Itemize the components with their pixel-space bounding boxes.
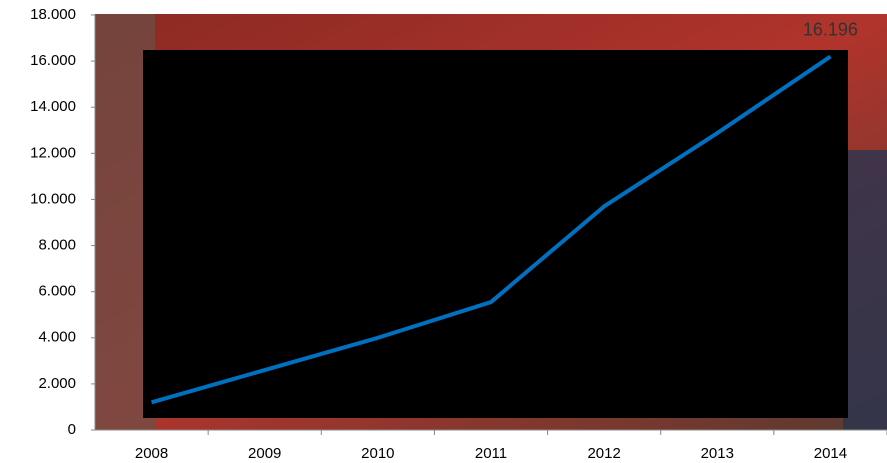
x-tick-label: 2013 bbox=[701, 445, 734, 462]
y-tick-label: 16.000 bbox=[30, 52, 76, 69]
y-tick-label: 12.000 bbox=[30, 144, 76, 161]
data-line bbox=[151, 54, 832, 405]
y-tick-label: 14.000 bbox=[30, 98, 76, 115]
photo-figure bbox=[843, 150, 887, 430]
x-tick-label: 2010 bbox=[361, 445, 394, 462]
y-tick-label: 10.000 bbox=[30, 190, 76, 207]
x-tick-label: 2014 bbox=[814, 445, 847, 462]
data-label: 16.196 bbox=[803, 19, 858, 39]
x-tick-label: 2009 bbox=[248, 445, 281, 462]
y-tick-label: 6.000 bbox=[38, 283, 76, 300]
y-tick-label: 8.000 bbox=[38, 237, 76, 254]
y-tick-label: 4.000 bbox=[38, 329, 76, 346]
x-tick-label: 2008 bbox=[135, 445, 168, 462]
x-tick-label: 2012 bbox=[587, 445, 620, 462]
y-tick-label: 18.000 bbox=[30, 6, 76, 23]
x-tick-label: 2011 bbox=[475, 445, 507, 462]
overlay-box bbox=[143, 50, 848, 418]
y-tick-label: 0 bbox=[68, 421, 76, 438]
y-tick-label: 2.000 bbox=[38, 375, 76, 392]
